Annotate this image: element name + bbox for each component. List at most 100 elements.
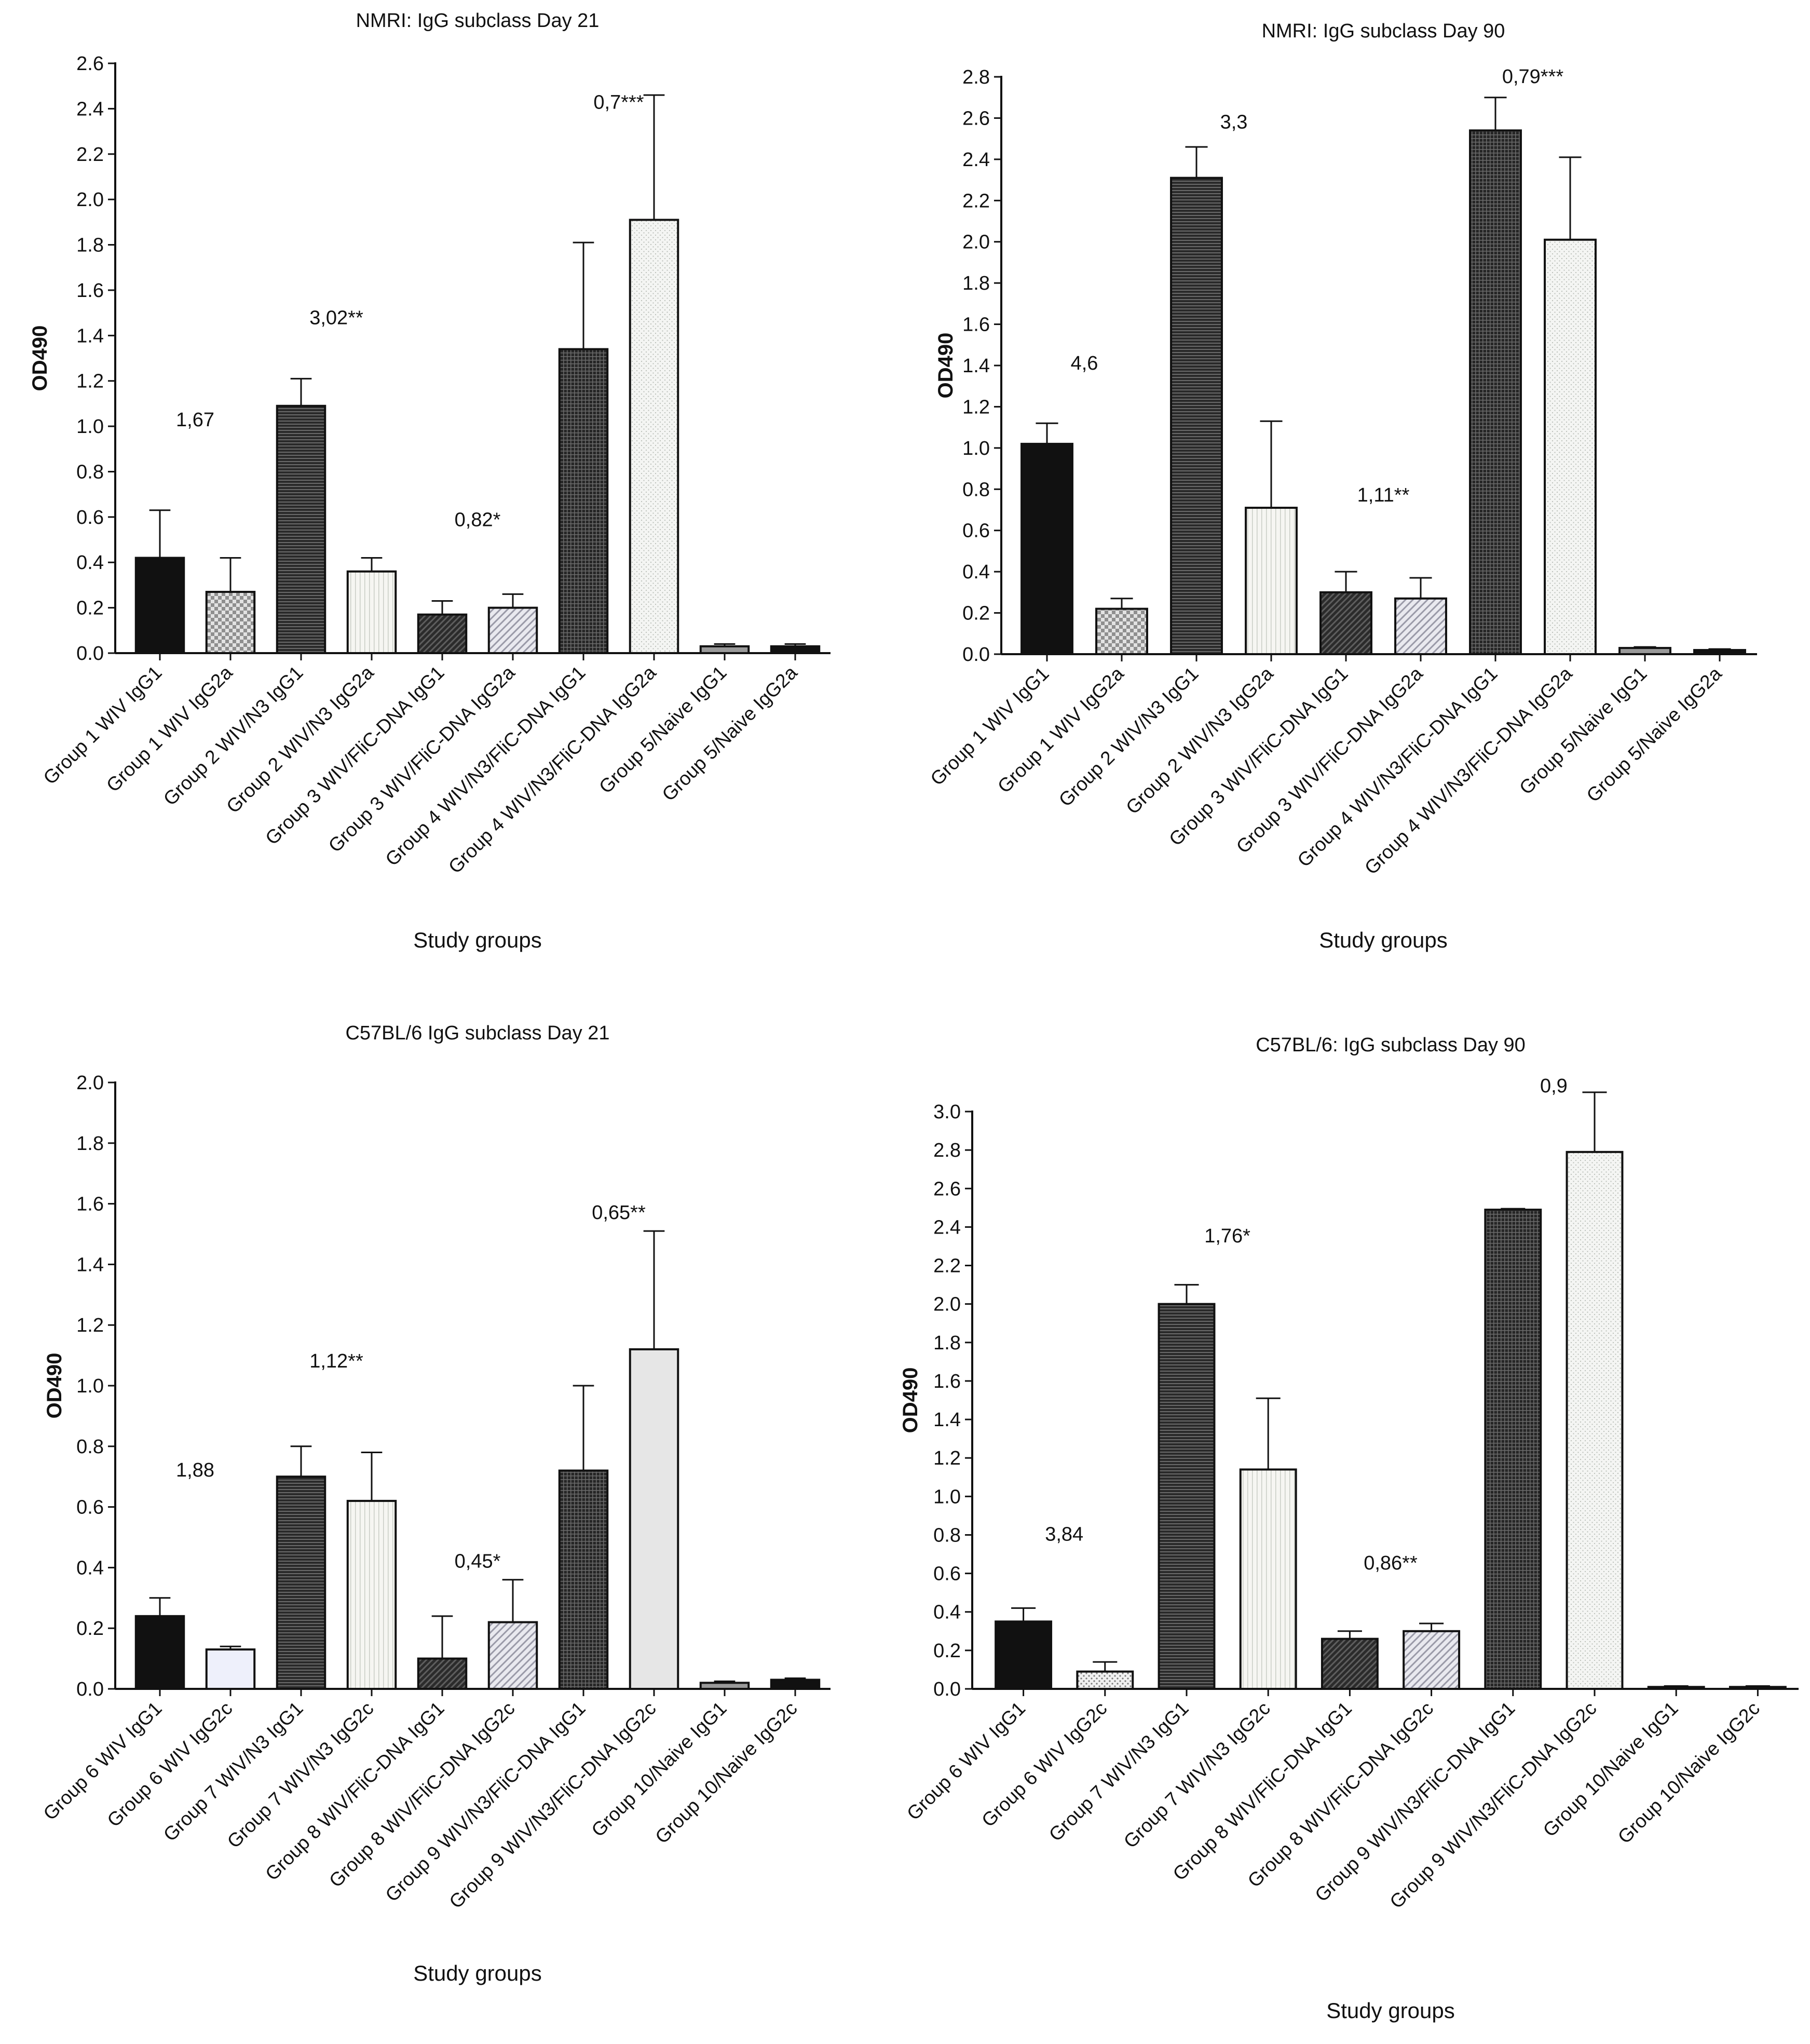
y-tick-label: 0.2 <box>76 598 104 619</box>
y-tick-label: 0.0 <box>76 643 104 665</box>
bar <box>629 219 679 654</box>
y-tick-label: 2.4 <box>76 98 104 120</box>
y-tick-label: 0.8 <box>76 461 104 483</box>
y-tick-label: 1.4 <box>933 1409 961 1431</box>
y-tick-label: 2.6 <box>933 1178 961 1200</box>
bar <box>1469 129 1522 655</box>
y-tick-label: 1.2 <box>933 1447 961 1469</box>
ratio-annotation: 3,02** <box>309 307 363 329</box>
bar <box>276 404 326 654</box>
y-tick-label: 0.0 <box>76 1678 104 1700</box>
x-tick-label: Group 5/Naive IgG2a <box>1582 662 1726 806</box>
y-tick-label: 1.8 <box>76 235 104 256</box>
bar <box>1647 1686 1705 1690</box>
bar <box>1729 1686 1787 1690</box>
bar <box>629 1348 679 1690</box>
chart-panel-c57bl6-day90: C57BL/6: IgG subclass Day 90 0.0 0.2 0.4 0.6… <box>899 1034 1799 2023</box>
y-tick-label: 1.2 <box>76 371 104 392</box>
y-tick-label: 2.6 <box>962 107 990 129</box>
ratio-annotation: 1,67 <box>176 409 214 431</box>
ratio-annotation: 1,11** <box>1357 484 1410 506</box>
x-tick-label: Group 6 WIV IgG2c <box>103 1698 236 1831</box>
x-tick-label: Group 1 WIV IgG1 <box>39 662 166 789</box>
y-tick-label: 2.0 <box>933 1294 961 1316</box>
x-tick-label: Group 1 WIV IgG2a <box>994 662 1128 797</box>
ratio-annotation: 1,76* <box>1204 1225 1250 1247</box>
y-tick-label: 0.4 <box>933 1602 961 1623</box>
bar <box>1618 647 1671 655</box>
bar <box>1319 591 1372 656</box>
y-tick-label: 1.6 <box>962 314 990 336</box>
y-tick-label: 1.4 <box>76 325 104 347</box>
y-axis-label: OD490 <box>43 1353 66 1419</box>
bar <box>1403 1630 1461 1690</box>
y-tick-label: 1.8 <box>962 273 990 294</box>
y-tick-label: 1.8 <box>76 1133 104 1155</box>
chart-panel-nmri-day90: NMRI: IgG subclass Day 90 0.0 0.2 0.4 0.6 0.8… <box>926 20 1757 952</box>
x-tick-label: Group 5/Naive IgG1 <box>1515 663 1651 799</box>
y-tick-label: 2.2 <box>76 144 104 166</box>
x-tick-label: Group 5/Naive IgG2a <box>658 661 801 805</box>
ratio-annotation: 1,12** <box>309 1350 363 1372</box>
bar <box>558 1469 609 1690</box>
y-tick-label: 1.0 <box>933 1486 961 1508</box>
x-tick-label: Group 6 WIV IgG1 <box>39 1698 166 1824</box>
x-tick-label: Group 10/Naive IgG1 <box>1539 1698 1682 1841</box>
bar <box>770 1678 821 1690</box>
y-tick-label: 0.6 <box>76 507 104 529</box>
bar <box>1020 442 1073 656</box>
bar <box>134 1615 185 1690</box>
y-tick-label: 0.2 <box>962 603 990 625</box>
y-tick-label: 0.2 <box>76 1618 104 1640</box>
y-tick-label: 2.0 <box>76 189 104 211</box>
bar <box>1239 1468 1297 1690</box>
x-tick-label: Group 10/Naive IgG2c <box>1614 1698 1764 1848</box>
bar <box>699 1682 750 1690</box>
y-tick-label: 1.4 <box>962 355 990 377</box>
ratio-annotation: 4,6 <box>1071 353 1098 374</box>
bar <box>1076 1670 1134 1690</box>
bar <box>346 1499 397 1690</box>
chart-title: NMRI: IgG subclass Day 21 <box>356 10 600 32</box>
bar <box>1693 649 1746 655</box>
bar <box>205 1648 256 1690</box>
bar <box>1484 1209 1542 1690</box>
x-tick-label: Group 7 WIV/N3 IgG2c <box>223 1698 378 1852</box>
x-tick-label: Group 2 WIV/N3 IgG2a <box>1122 662 1277 818</box>
y-tick-label: 2.4 <box>933 1216 961 1238</box>
ratio-annotation: 3,84 <box>1045 1524 1083 1546</box>
ratio-annotation: 0,82* <box>455 509 501 531</box>
y-tick-label: 1.2 <box>962 396 990 418</box>
bar <box>487 1621 538 1690</box>
bar <box>417 1657 468 1690</box>
y-tick-label: 0.0 <box>933 1678 961 1700</box>
y-axis-label: OD490 <box>934 333 957 399</box>
y-tick-label: 0.8 <box>962 479 990 500</box>
bar <box>487 606 538 654</box>
bar <box>699 645 750 655</box>
bar <box>276 1476 326 1690</box>
y-tick-label: 1.4 <box>76 1254 104 1276</box>
bar <box>1544 238 1597 655</box>
y-tick-label: 1.0 <box>76 416 104 438</box>
x-axis-label: Study groups <box>413 1961 542 1985</box>
chart-title: C57BL/6: IgG subclass Day 90 <box>1256 1034 1526 1056</box>
x-tick-label: Group 7 WIV/N3 IgG1 <box>1045 1698 1193 1846</box>
y-tick-label: 0.2 <box>933 1640 961 1662</box>
bar <box>1394 597 1447 656</box>
y-tick-label: 2.4 <box>962 149 990 171</box>
y-tick-label: 0.8 <box>933 1524 961 1546</box>
bar <box>558 348 609 654</box>
ratio-annotation: 0,65** <box>592 1202 646 1224</box>
y-tick-label: 2.0 <box>962 232 990 253</box>
y-tick-label: 0.4 <box>76 1557 104 1579</box>
ratio-annotation: 0,7*** <box>593 91 644 113</box>
y-tick-label: 2.2 <box>962 190 990 212</box>
y-tick-label: 1.6 <box>933 1371 961 1392</box>
bar <box>134 557 185 654</box>
y-tick-label: 0.6 <box>76 1497 104 1519</box>
x-tick-label: Group 7 WIV/N3 IgG2c <box>1120 1698 1274 1852</box>
x-tick-label: Group 1 WIV IgG2a <box>102 661 237 796</box>
y-tick-label: 3.0 <box>933 1101 961 1123</box>
